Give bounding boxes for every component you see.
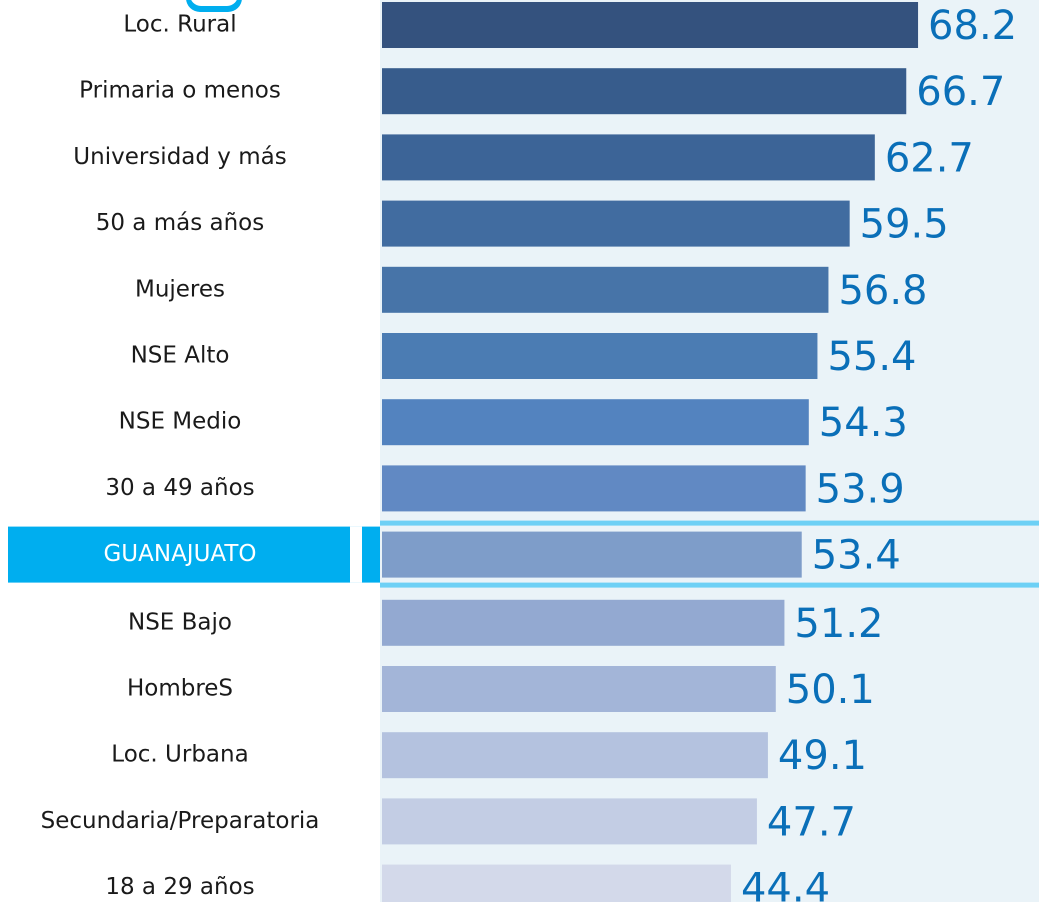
value-label: 66.7 — [916, 69, 1005, 115]
value-label: 44.4 — [741, 866, 830, 902]
bar — [382, 2, 919, 48]
value-label: 53.4 — [812, 533, 901, 579]
bar — [382, 798, 757, 845]
bar — [382, 200, 850, 247]
value-label: 53.9 — [816, 466, 905, 512]
category-label: Universidad y más — [73, 144, 286, 170]
value-label: 50.1 — [786, 667, 875, 713]
value-label: 49.1 — [778, 733, 867, 779]
bar — [382, 399, 809, 446]
category-label: 18 a 29 años — [105, 874, 254, 900]
category-label: Loc. Urbana — [111, 742, 248, 768]
category-label: NSE Medio — [119, 409, 242, 435]
value-label: 68.2 — [928, 3, 1017, 49]
bar — [382, 732, 768, 779]
category-label: 50 a más años — [96, 210, 265, 236]
value-label: 59.5 — [860, 202, 949, 248]
category-label: HombreS — [127, 676, 233, 702]
category-label: 30 a 49 años — [105, 475, 254, 501]
category-label: Loc. Rural — [123, 12, 236, 38]
highlight-gap — [350, 526, 362, 583]
highlight-line — [380, 520, 1039, 526]
category-label: NSE Alto — [131, 343, 230, 369]
value-label: 54.3 — [819, 400, 908, 446]
bar — [382, 599, 785, 646]
bar — [382, 864, 731, 902]
bar — [382, 68, 907, 115]
category-label: NSE Bajo — [128, 609, 232, 635]
category-label: Mujeres — [135, 276, 225, 302]
highlight-label-bg — [8, 526, 380, 583]
bar — [382, 465, 806, 512]
category-label: GUANAJUATO — [103, 541, 256, 567]
decoration — [191, 0, 237, 6]
value-label: 55.4 — [827, 334, 916, 380]
bar — [382, 666, 776, 712]
bar — [382, 134, 875, 181]
value-label: 56.8 — [838, 268, 927, 314]
bar — [382, 531, 802, 578]
category-label: Primaria o menos — [79, 78, 281, 104]
value-label: 51.2 — [794, 601, 883, 647]
bar — [382, 333, 818, 379]
bar — [382, 266, 829, 313]
value-label: 47.7 — [767, 799, 856, 845]
highlight-line — [380, 582, 1039, 588]
value-label: 62.7 — [885, 135, 974, 181]
category-label: Secundaria/Preparatoria — [41, 808, 320, 834]
